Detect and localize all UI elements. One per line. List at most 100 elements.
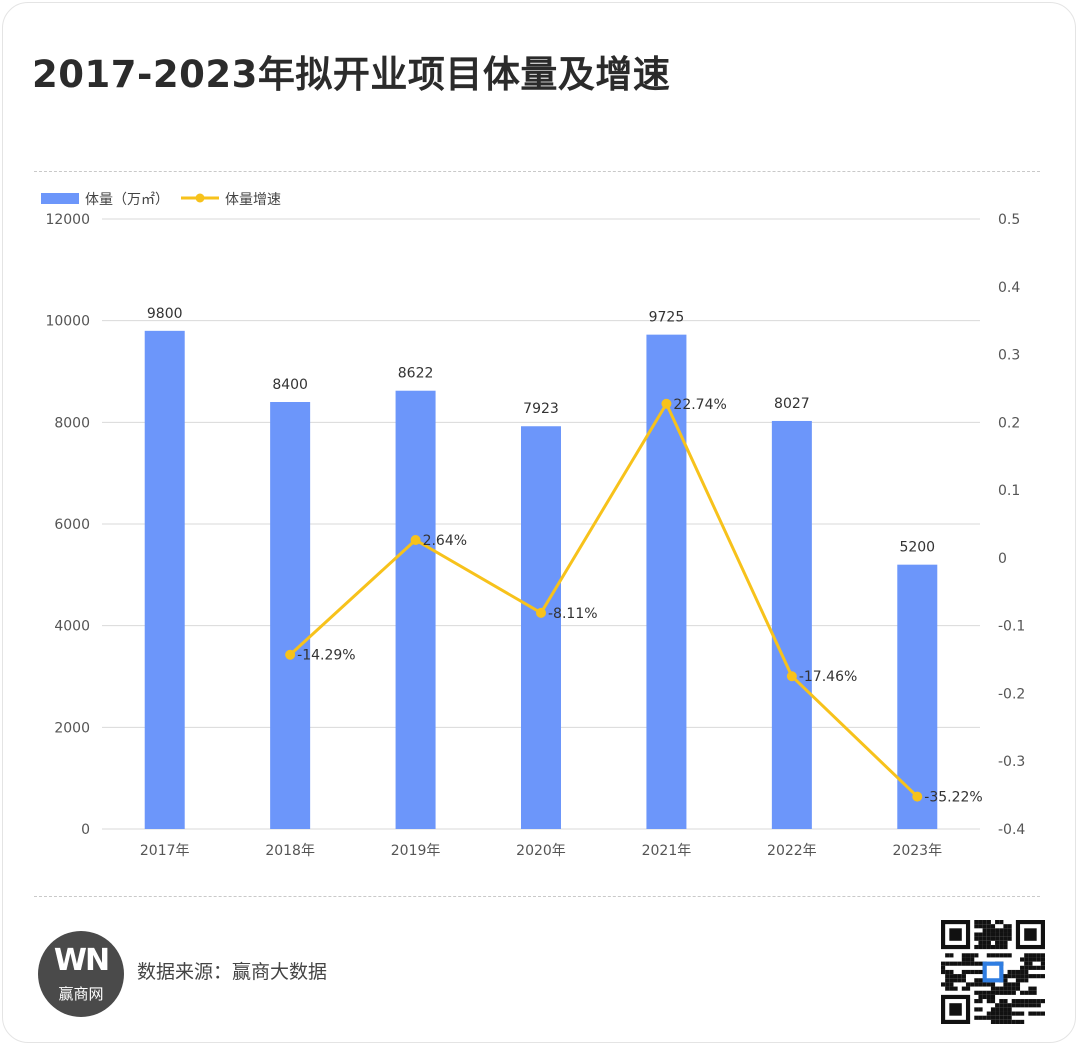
qr-module — [1024, 990, 1029, 995]
qr-module — [1011, 1003, 1016, 1008]
growth-value-label: 2.64% — [423, 533, 467, 549]
qr-module — [986, 990, 991, 995]
qr-module — [1015, 1011, 1021, 1016]
qr-module — [1003, 924, 1008, 929]
qr-module — [1020, 974, 1025, 979]
qr-module — [945, 978, 950, 983]
y-right-tick-label: -0.1 — [998, 619, 1025, 635]
qr-module — [1007, 924, 1012, 929]
qr-module — [1028, 990, 1033, 995]
y-right-tick-label: 0.3 — [998, 348, 1020, 364]
qr-module — [1007, 932, 1012, 937]
y-left-tick-label: 8000 — [54, 415, 90, 431]
qr-module — [945, 986, 950, 991]
qr-module — [995, 928, 1000, 933]
qr-module — [1036, 1003, 1041, 1008]
qr-module — [970, 953, 975, 958]
qr-module — [986, 932, 991, 937]
logo-mark: WN — [53, 943, 110, 978]
qr-module — [1003, 1015, 1008, 1020]
qr-module — [995, 986, 1000, 991]
qr-module — [970, 969, 975, 975]
qr-module — [1007, 953, 1012, 958]
qr-module — [995, 1007, 1000, 1012]
qr-module — [1003, 1011, 1008, 1016]
qr-module — [1007, 986, 1012, 991]
qr-module — [1040, 999, 1045, 1004]
qr-module — [1003, 1003, 1008, 1008]
qr-module — [999, 999, 1004, 1004]
qr-module — [1024, 978, 1029, 983]
qr-module — [961, 974, 966, 979]
qr-module — [974, 978, 979, 983]
qr-code-icon[interactable] — [941, 920, 1045, 1024]
bottom-divider — [34, 896, 1040, 897]
qr-module — [978, 969, 983, 975]
qr-module — [961, 953, 966, 958]
y-right-tick-label: -0.3 — [998, 754, 1025, 770]
bar-value-label: 5200 — [899, 540, 935, 556]
qr-module — [1040, 957, 1045, 962]
qr-module — [974, 932, 979, 937]
legend-swatch-bar — [41, 193, 79, 204]
growth-point — [661, 398, 672, 409]
qr-module — [1040, 974, 1045, 979]
qr-module — [941, 969, 946, 975]
qr-module — [1015, 982, 1021, 987]
qr-module — [1011, 982, 1016, 987]
qr-module — [995, 1015, 1000, 1020]
qr-module — [1032, 990, 1037, 995]
qr-module — [1015, 1019, 1021, 1024]
qr-module — [990, 1011, 996, 1016]
qr-module — [986, 994, 991, 1000]
qr-module — [1003, 944, 1008, 950]
qr-module — [1028, 1011, 1033, 1016]
bar — [395, 390, 436, 829]
qr-module — [990, 1007, 996, 1012]
y-right-tick-label: 0.5 — [998, 212, 1020, 228]
qr-module — [1015, 969, 1021, 975]
qr-module — [978, 940, 983, 945]
qr-module — [1007, 982, 1012, 987]
qr-module — [990, 953, 996, 958]
qr-module — [1032, 999, 1037, 1004]
qr-module — [1003, 940, 1008, 945]
qr-module — [1003, 978, 1008, 983]
qr-module — [990, 1015, 996, 1020]
qr-module — [1020, 965, 1025, 970]
qr-module — [1024, 957, 1029, 962]
qr-module — [1015, 986, 1021, 991]
growth-point — [410, 534, 421, 545]
qr-module — [1007, 974, 1012, 979]
qr-module — [974, 953, 979, 958]
qr-module — [990, 936, 996, 941]
qr-module — [1040, 965, 1045, 970]
qr-module — [1036, 999, 1041, 1004]
qr-module — [982, 1015, 987, 1020]
qr-module — [1020, 990, 1025, 995]
qr-module — [1040, 953, 1045, 958]
qr-module — [999, 928, 1004, 933]
qr-module — [1003, 932, 1008, 937]
brand-logo: WN 赢商网 — [38, 931, 124, 1017]
qr-module — [1003, 990, 1008, 995]
qr-module — [1020, 999, 1025, 1004]
qr-module — [999, 920, 1004, 925]
qr-module — [1003, 928, 1008, 933]
qr-module — [1024, 999, 1029, 1004]
qr-module — [1007, 936, 1012, 941]
legend-label-bar: 体量（万㎡） — [85, 192, 169, 208]
qr-module — [986, 944, 991, 950]
qr-module — [986, 1011, 991, 1016]
qr-module — [1028, 961, 1033, 966]
qr-module — [1007, 1011, 1012, 1016]
qr-module — [1028, 1003, 1033, 1008]
qr-module — [990, 986, 996, 991]
qr-module — [982, 982, 987, 987]
qr-module — [990, 982, 996, 987]
qr-module — [1032, 957, 1037, 962]
data-source: 数据来源：赢商大数据 — [137, 961, 328, 983]
qr-module — [1024, 965, 1029, 970]
qr-module — [953, 978, 958, 983]
growth-line — [289, 402, 919, 798]
